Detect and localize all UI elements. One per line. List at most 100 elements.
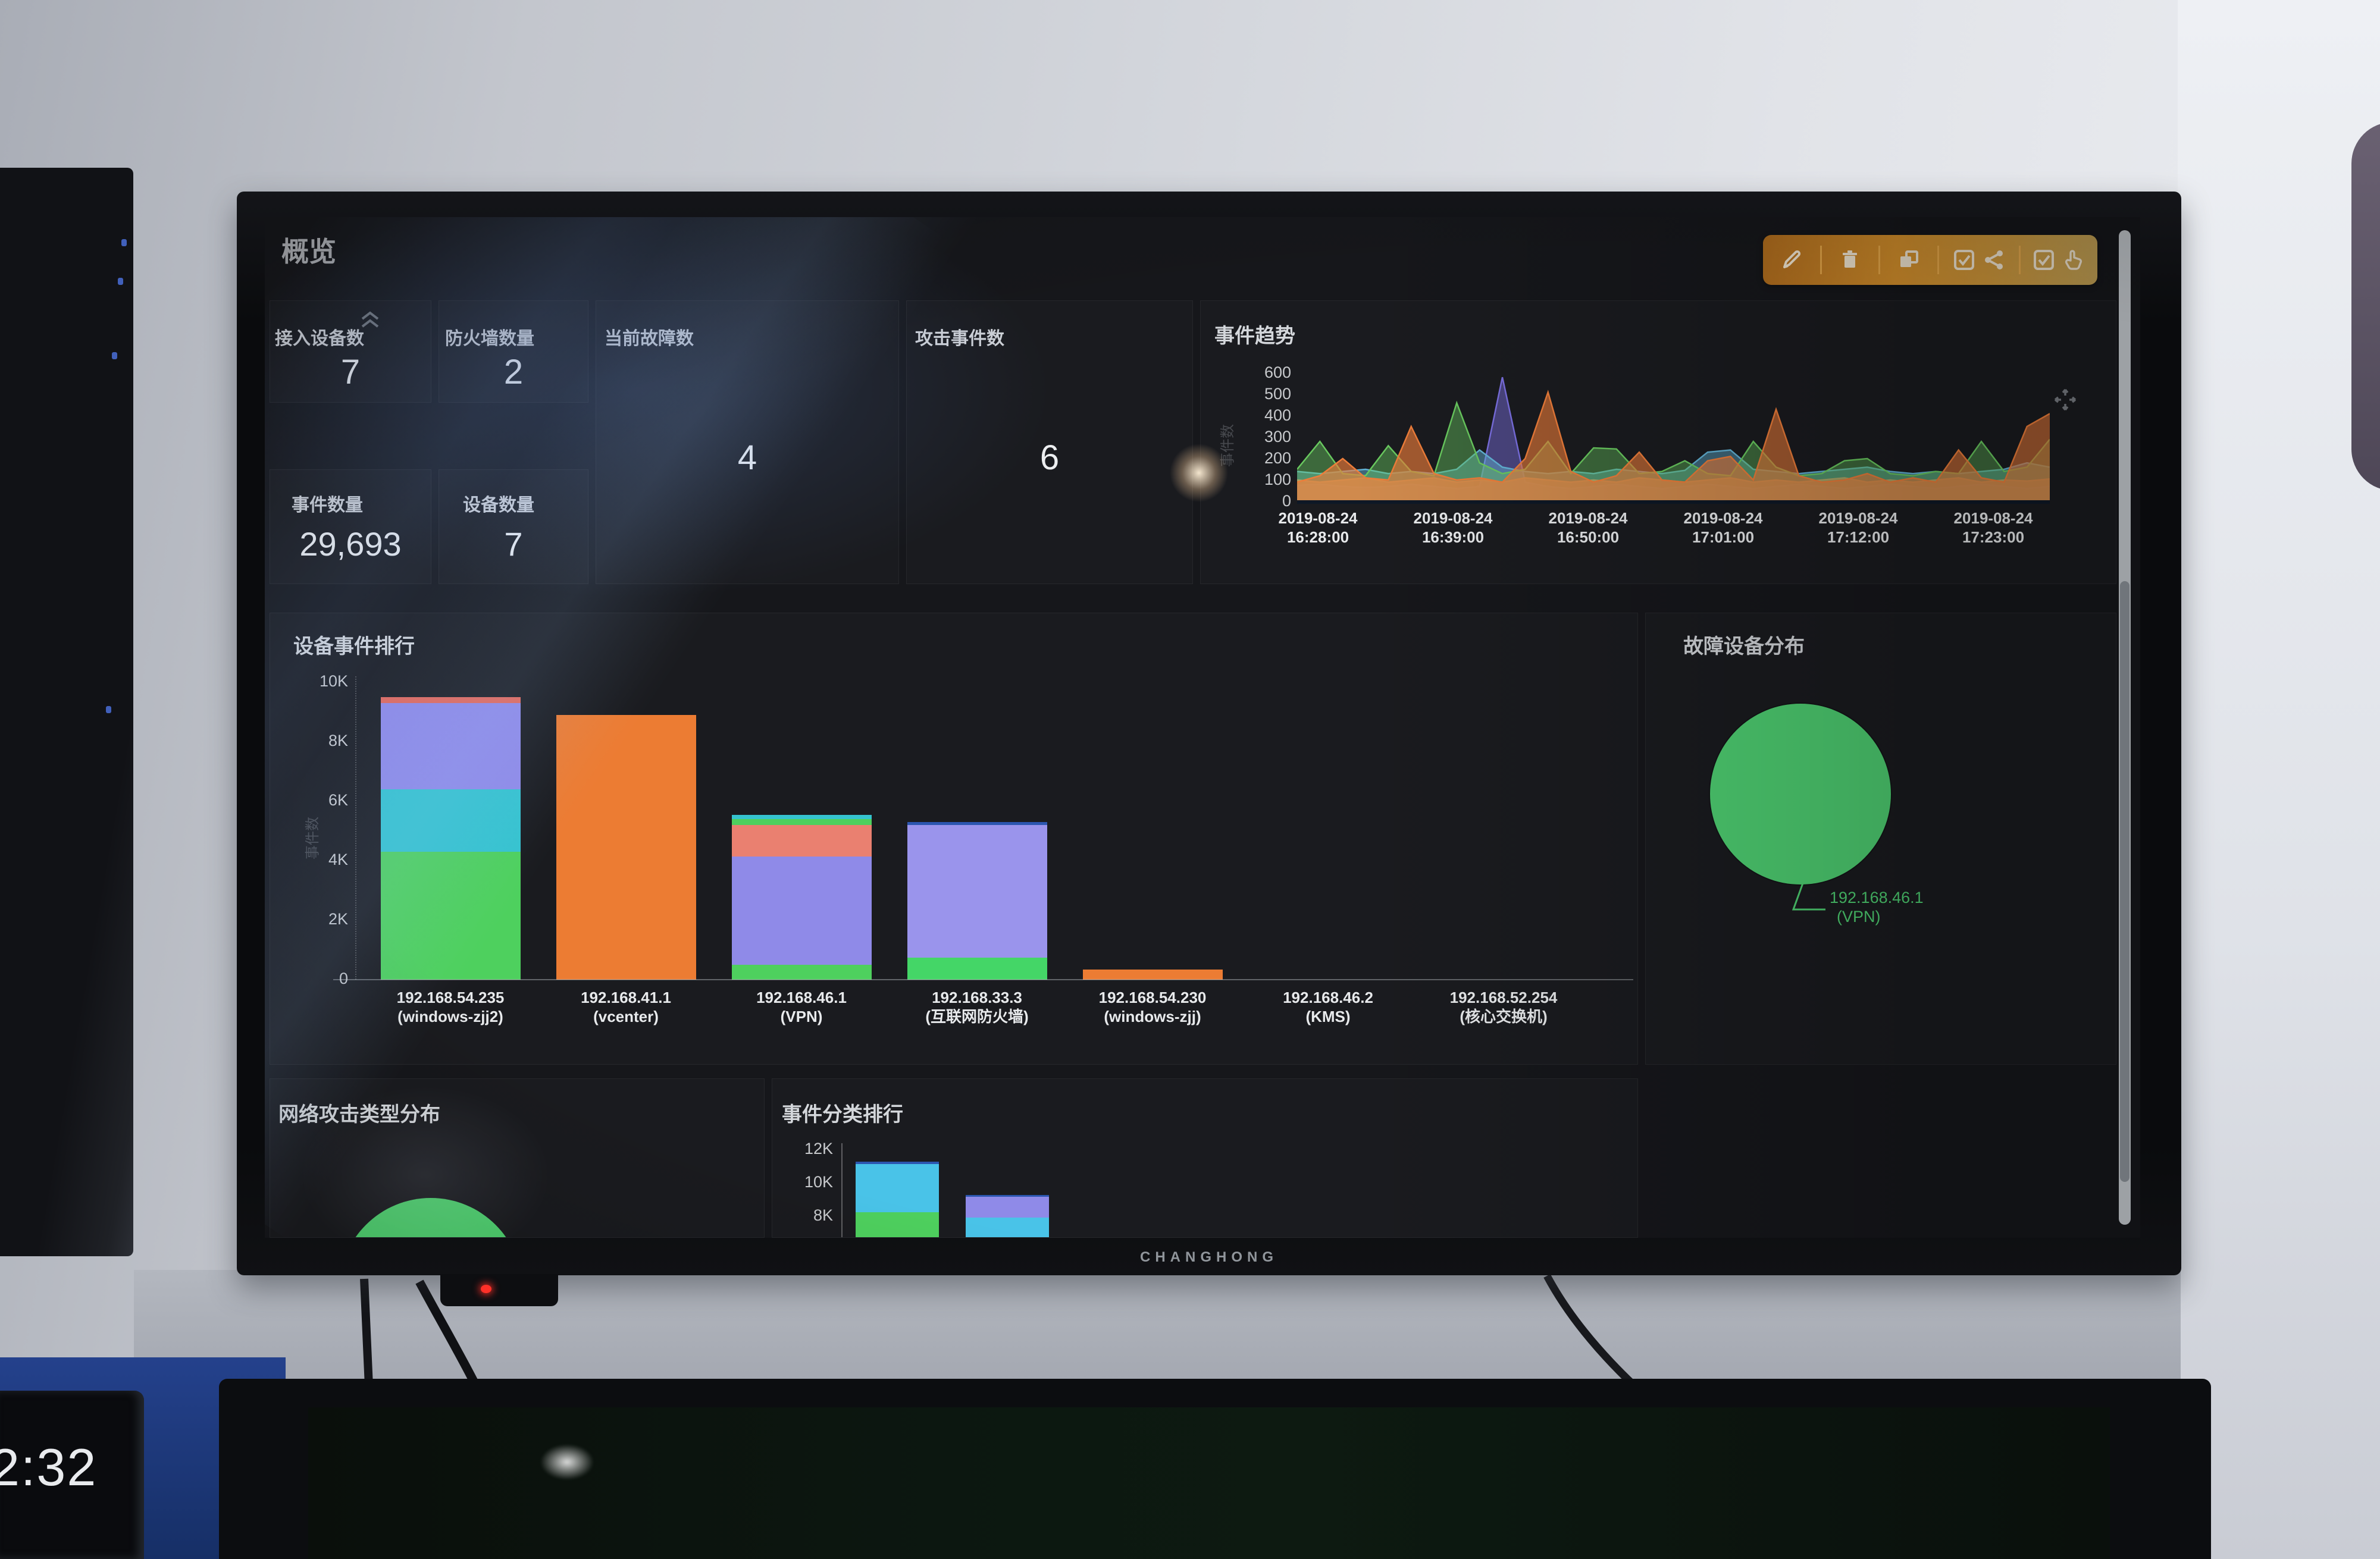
bar-segment <box>381 852 521 980</box>
edit-button[interactable] <box>1763 235 1820 285</box>
bar-segment <box>966 1217 1049 1237</box>
main-tv: CHANGHONG 概览 <box>237 192 2181 1275</box>
stat-label: 当前故障数 <box>605 329 694 349</box>
bar-segment <box>1083 969 1223 980</box>
scrollbar-track[interactable] <box>2119 230 2131 1225</box>
stat-label: 防火墙数量 <box>445 329 534 349</box>
stat-panel-device-count: 设备数量 7 <box>439 469 588 584</box>
bar-segment <box>381 697 521 703</box>
stat-value: 7 <box>340 353 361 391</box>
trend-y-tick: 400 <box>1264 406 1291 424</box>
device-rank-x-label: 192.168.46.2 (KMS) <box>1283 989 1373 1025</box>
trend-x-tick: 2019-08-24 17:12:00 <box>1818 509 1898 546</box>
pie-callout-label-line2: (VPN) <box>1837 908 1881 926</box>
bar-segment <box>732 856 872 965</box>
device-rank-y-tick: 0 <box>339 970 348 987</box>
stat-label: 攻击事件数 <box>915 329 1004 349</box>
event-rank-panel: 事件分类排行 8K 10K 12K <box>772 1078 1638 1238</box>
trend-area-chart <box>1297 377 2050 501</box>
device-rank-x-label: 192.168.52.254 (核心交换机) <box>1449 989 1558 1025</box>
tv-ir-sensor-box <box>440 1274 558 1306</box>
trend-x-axis <box>1297 500 2050 504</box>
device-rank-x-label: 192.168.54.235 (windows-zjj2) <box>396 989 505 1025</box>
stat-value: 2 <box>503 353 524 391</box>
bar-segment <box>732 965 872 980</box>
trend-y-tick: 0 <box>1282 492 1291 510</box>
page-title: 概览 <box>281 236 336 267</box>
duplicate-button[interactable] <box>1880 235 1937 285</box>
bar-segment <box>381 789 521 852</box>
device-rank-y-tick: 2K <box>328 910 348 928</box>
stat-label: 接入设备数 <box>275 329 364 349</box>
bar-segment <box>732 825 872 857</box>
trend-x-tick: 2019-08-24 16:28:00 <box>1278 509 1358 546</box>
tv-brand-logo: CHANGHONG <box>1140 1249 1278 1265</box>
pie-callout-label-line1: 192.168.46.1 <box>1830 889 1924 906</box>
clock-time: 2:32 <box>0 1438 98 1497</box>
device-rank-title: 设备事件排行 <box>293 635 415 658</box>
device-rank-y-tick: 8K <box>328 732 348 749</box>
trash-icon <box>1843 250 1858 268</box>
device-rank-bars <box>330 674 1633 980</box>
device-rank-y-tick: 4K <box>328 851 348 868</box>
event-rank-y-tick: 12K <box>804 1140 833 1158</box>
panel-toolbar <box>1763 235 2097 285</box>
stat-label: 事件数量 <box>292 495 363 515</box>
trend-y-tick: 600 <box>1264 363 1291 381</box>
bar-segment <box>966 1196 1049 1218</box>
trend-y-tick: 500 <box>1264 385 1291 403</box>
power-led <box>481 1285 491 1293</box>
bar-segment <box>856 1162 939 1165</box>
stat-panel-firewalls: 防火墙数量 2 <box>439 300 588 403</box>
device-rank-y-axis <box>355 676 356 980</box>
event-rank-bars <box>843 1079 1634 1237</box>
bar-segment <box>907 822 1047 825</box>
dashboard-screen: 概览 <box>265 217 2140 1238</box>
delete-button[interactable] <box>1822 235 1879 285</box>
row-collapse-chevron-icon[interactable] <box>360 311 380 329</box>
trend-x-tick: 2019-08-24 17:01:00 <box>1683 509 1763 546</box>
bottom-tv-screen <box>308 1407 2110 1559</box>
device-rank-x-label: 192.168.41.1 (vcenter) <box>581 989 671 1025</box>
attack-pie-chart <box>339 1198 522 1237</box>
bar-segment <box>732 819 872 825</box>
bar-segment <box>907 957 1047 980</box>
bar-segment <box>732 814 872 819</box>
clock-monitor: 2:32 <box>0 1391 144 1559</box>
copy-icon <box>1900 250 1919 267</box>
scrollbar-thumb[interactable] <box>2120 581 2130 1182</box>
stat-value: 4 <box>737 438 757 477</box>
sticker-dot <box>121 239 127 246</box>
event-rank-title: 事件分类排行 <box>782 1103 903 1126</box>
toolbar-divider <box>1878 245 1881 275</box>
approve-selected-button[interactable] <box>2021 235 2097 285</box>
checkbox-icon <box>2034 250 2055 270</box>
device-rank-x-label: 192.168.46.1 (VPN) <box>756 989 847 1025</box>
stat-panel-event-count: 事件数量 29,693 <box>270 469 431 584</box>
panel-resize-move-icon[interactable] <box>2053 387 2078 412</box>
bar-segment <box>856 1164 939 1213</box>
fault-pie-chart <box>1710 704 1891 884</box>
stat-panel-attack-events: 攻击事件数 6 <box>906 300 1193 584</box>
stat-value: 6 <box>1039 438 1060 477</box>
stat-panel-current-faults: 当前故障数 4 <box>596 300 899 584</box>
stat-label: 设备数量 <box>463 495 534 515</box>
trend-y-tick: 100 <box>1264 470 1291 488</box>
share-selected-button[interactable] <box>1939 235 2019 285</box>
attack-pie-panel: 网络攻击类型分布 <box>270 1078 765 1238</box>
device-rank-panel <box>270 613 1638 1065</box>
bar-segment <box>556 715 696 980</box>
trend-x-tick: 2019-08-24 16:50:00 <box>1548 509 1628 546</box>
side-monitor-left <box>0 168 133 1256</box>
event-rank-y-tick: 8K <box>813 1206 833 1224</box>
device-rank-y-tick: 6K <box>328 791 348 809</box>
trend-x-tick: 2019-08-24 17:23:00 <box>1953 509 2033 546</box>
toolbar-divider <box>2018 245 2021 275</box>
toolbar-divider <box>1937 245 1939 275</box>
wall-right-band <box>2178 0 2380 1559</box>
device-rank-x-axis <box>333 979 1633 980</box>
sticker-dot <box>118 278 123 285</box>
trend-panel-title: 事件趋势 <box>1214 325 1295 347</box>
sticker-dot <box>112 352 117 359</box>
stat-panel-connected-devices: 接入设备数 7 <box>270 300 431 403</box>
